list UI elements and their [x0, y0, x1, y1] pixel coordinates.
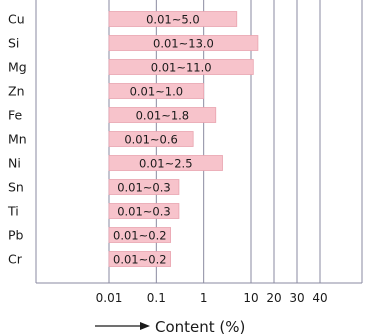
- x-tick-label: 0.01: [96, 291, 123, 305]
- range-bar: [108, 179, 180, 195]
- x-axis-title: Content (%): [95, 318, 245, 335]
- category-label: Mg: [8, 60, 27, 75]
- x-tick-label: 0.1: [147, 291, 166, 305]
- range-bar: [108, 83, 205, 99]
- bar-value-label: 0.01~0.3: [117, 181, 171, 195]
- bar-value-label: 0.01~1.0: [130, 85, 184, 99]
- range-bar: [108, 155, 223, 171]
- range-bar: [108, 35, 259, 51]
- category-label: Sn: [8, 180, 24, 195]
- category-label: Si: [8, 36, 19, 51]
- axis-layer: 0.01 0.1 1 10 20 30 40: [96, 291, 328, 305]
- bar-value-label: 0.01~1.8: [136, 109, 190, 123]
- bar-value-label: 0.01~0.2: [113, 253, 167, 267]
- range-bar: [108, 131, 194, 147]
- range-bar: [108, 227, 171, 243]
- category-label: Cu: [8, 12, 25, 27]
- range-bar: [108, 107, 217, 123]
- x-tick-label: 20: [266, 291, 281, 305]
- category-label: Mn: [8, 132, 27, 147]
- category-label: Zn: [8, 84, 25, 99]
- range-bar: [108, 59, 254, 75]
- x-tick-label: 10: [243, 291, 258, 305]
- bar-value-label: 0.01~13.0: [153, 37, 214, 51]
- x-tick-label: 40: [312, 291, 327, 305]
- right-arrow-head: [140, 322, 150, 330]
- bar-value-label: 0.01~0.6: [124, 133, 178, 147]
- bar-value-label: 0.01~11.0: [151, 61, 212, 75]
- category-label: Pb: [8, 228, 24, 243]
- bar-value-label: 0.01~5.0: [146, 13, 200, 27]
- range-bar: [108, 203, 180, 219]
- x-tick-label: 1: [200, 291, 208, 305]
- category-label: Cr: [8, 252, 23, 267]
- bar-value-label: 0.01~0.2: [113, 229, 167, 243]
- category-label: Ti: [7, 204, 19, 219]
- range-bar: [108, 11, 238, 27]
- bar-layer: [108, 11, 259, 267]
- x-axis-label: Content (%): [155, 318, 245, 335]
- range-bar: [108, 251, 171, 267]
- x-tick-label: 30: [289, 291, 304, 305]
- category-label: Ni: [8, 156, 21, 171]
- category-label: Fe: [8, 108, 23, 123]
- label-layer: 0.01~5.0 Cu 0.01~13.0 Si 0.01~11.0 Mg 0.01~1.0…: [7, 12, 214, 267]
- bar-value-label: 0.01~2.5: [139, 157, 193, 171]
- bar-value-label: 0.01~0.3: [117, 205, 171, 219]
